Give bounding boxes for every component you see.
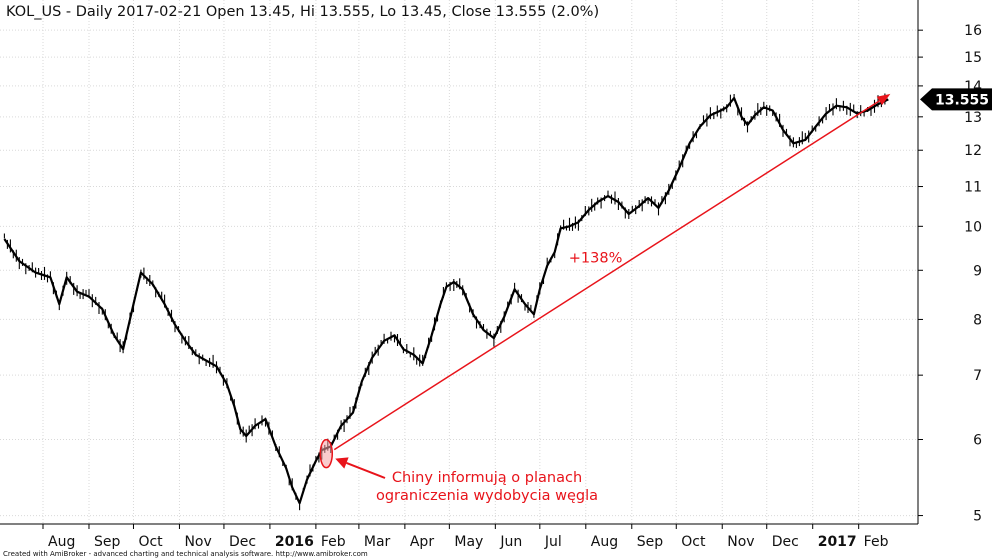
trend-arrow-line: [333, 100, 880, 451]
x-tick-label: Nov: [184, 534, 211, 550]
chart-gridlines: [0, 0, 918, 524]
annotation-layer: +138% Chiny informują o planach ogranicz…: [319, 93, 891, 504]
y-tick-label: 6: [973, 432, 982, 448]
x-tick-label: Sep: [94, 534, 121, 550]
highlight-ellipse: [319, 438, 334, 469]
x-tick-label: 2017: [818, 534, 857, 550]
y-tick-label: 5: [973, 509, 982, 525]
y-tick-label: 16: [964, 23, 982, 39]
x-tick-label: Feb: [321, 534, 346, 550]
x-tick-label: May: [454, 534, 483, 550]
chart-title: KOL_US - Daily 2017-02-21 Open 13.45, Hi…: [6, 4, 599, 20]
last-price-value: 13.555: [935, 92, 989, 108]
x-tick-label: Jul: [544, 534, 562, 550]
x-tick-label: Dec: [229, 534, 256, 550]
x-tick-label: Oct: [138, 534, 163, 550]
x-tick-label: Apr: [410, 534, 434, 550]
footer-credit: Created with AmiBroker - advanced charti…: [3, 550, 368, 558]
x-axis: Aug Sep Oct Nov Dec 2016 Feb Mar Apr May Jun Jul Aug…: [42, 524, 889, 550]
last-price-marker: 13.555: [920, 88, 992, 111]
y-tick-label: 13: [964, 110, 982, 126]
y-tick-label: 9: [973, 263, 982, 279]
annotation-note-line1: Chiny informują o planach: [392, 470, 582, 486]
y-tick-label: 10: [964, 219, 982, 235]
note-arrow-head: [335, 457, 349, 469]
x-tick-label: Nov: [727, 534, 754, 550]
x-tick-label: Dec: [772, 534, 799, 550]
y-tick-label: 7: [973, 368, 982, 384]
y-tick-label: 11: [964, 180, 982, 196]
plot-area: [3, 93, 889, 511]
annotation-note-line2: ograniczenia wydobycia węgla: [376, 488, 598, 504]
x-tick-label: Aug: [591, 534, 618, 550]
last-price-box: [920, 88, 992, 111]
x-tick-label: Feb: [864, 534, 889, 550]
y-tick-label: 15: [964, 50, 982, 66]
x-tick-label: Jun: [499, 534, 522, 550]
trend-arrow-head: [876, 93, 891, 106]
x-tick-label: Oct: [681, 534, 706, 550]
x-tick-label: Mar: [364, 534, 391, 550]
y-tick-label: 12: [964, 143, 982, 159]
x-tick-label: 2016: [275, 534, 314, 550]
price-bars: [3, 93, 886, 511]
percent-change-label: +138%: [569, 250, 623, 266]
x-tick-label: Sep: [637, 534, 664, 550]
y-tick-label: 8: [973, 312, 982, 328]
note-arrow-line: [346, 462, 386, 479]
x-tick-label: Aug: [48, 534, 75, 550]
